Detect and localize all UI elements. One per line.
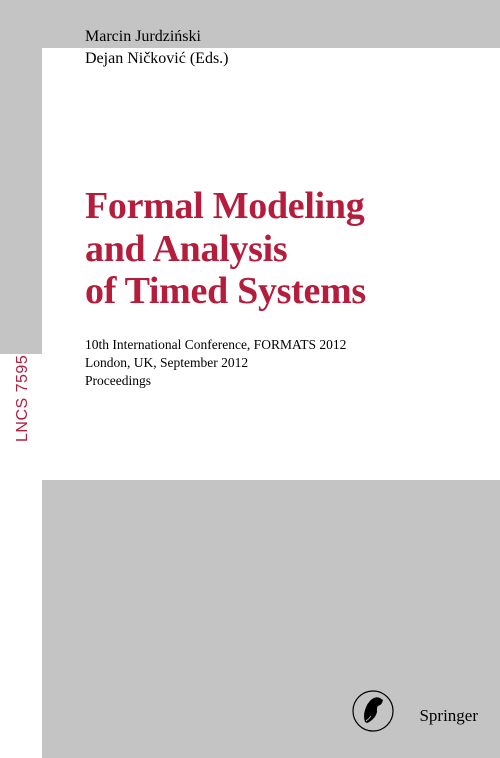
title-line-1: Formal Modeling <box>85 185 366 228</box>
book-title: Formal Modeling and Analysis of Timed Sy… <box>85 185 366 313</box>
editor-line-1: Marcin Jurdziński <box>85 26 229 48</box>
subtitle-line-2: London, UK, September 2012 <box>85 354 346 372</box>
subtitle-line-3: Proceedings <box>85 372 346 390</box>
subtitle-line-1: 10th International Conference, FORMATS 2… <box>85 336 346 354</box>
publisher-name: Springer <box>419 706 478 726</box>
spine-series-label: LNCS 7595 <box>10 267 28 354</box>
title-line-3: of Timed Systems <box>85 270 366 313</box>
editor-line-2: Dejan Ničković (Eds.) <box>85 48 229 70</box>
springer-horse-icon <box>352 688 394 734</box>
subtitle-block: 10th International Conference, FORMATS 2… <box>85 336 346 391</box>
editors-block: Marcin Jurdziński Dejan Ničković (Eds.) <box>85 26 229 69</box>
spine-strip: LNCS 7595 <box>0 0 42 758</box>
title-line-2: and Analysis <box>85 228 366 271</box>
